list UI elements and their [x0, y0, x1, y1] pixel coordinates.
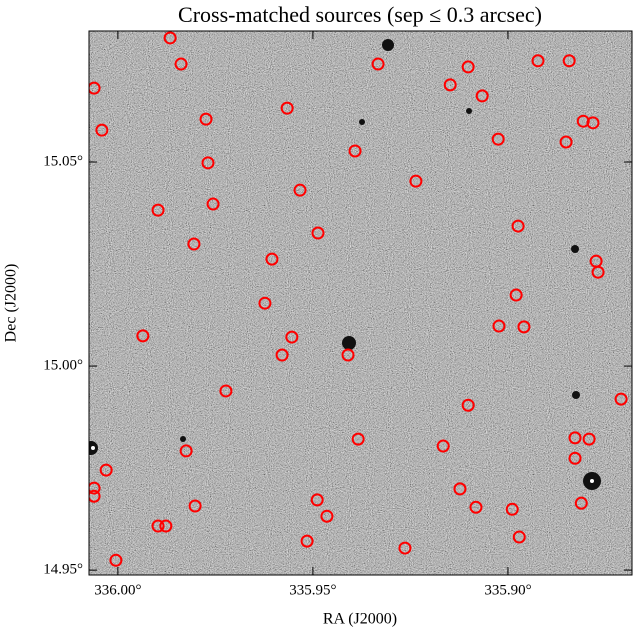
source-marker — [258, 296, 272, 310]
source-marker — [531, 54, 545, 68]
source-marker — [341, 348, 355, 362]
x-tick-label: 335.95° — [289, 582, 336, 598]
source-marker — [311, 226, 325, 240]
source-marker — [310, 493, 324, 507]
source-marker — [568, 431, 582, 445]
source-marker — [562, 54, 576, 68]
source-marker — [201, 156, 215, 170]
source-marker — [136, 329, 150, 343]
source-marker — [461, 398, 475, 412]
source-marker — [174, 57, 188, 71]
source-marker — [443, 78, 457, 92]
source-marker — [398, 541, 412, 555]
y-tick-label: 15.05° — [43, 153, 83, 169]
source-marker — [453, 482, 467, 496]
source-marker — [371, 57, 385, 71]
chart-title: Cross-matched sources (sep ≤ 0.3 arcsec) — [178, 2, 542, 27]
source-marker — [505, 502, 519, 516]
source-marker — [409, 174, 423, 188]
y-tick-label: 15.00° — [43, 357, 83, 373]
source-marker — [109, 553, 123, 567]
source-marker — [436, 439, 450, 453]
source-marker — [188, 499, 202, 513]
source-marker — [275, 348, 289, 362]
x-tick-label: 335.90° — [484, 582, 531, 598]
source-marker — [89, 81, 101, 95]
source-marker — [95, 123, 109, 137]
source-marker — [206, 197, 220, 211]
source-marker — [614, 392, 628, 406]
source-marker — [293, 183, 307, 197]
source-marker — [151, 519, 165, 533]
sky-image — [89, 31, 632, 575]
source-marker — [591, 265, 605, 279]
source-marker — [187, 237, 201, 251]
source-marker — [492, 319, 506, 333]
source-marker — [559, 135, 573, 149]
source-marker — [511, 219, 525, 233]
source-marker — [512, 530, 526, 544]
source-marker — [351, 432, 365, 446]
y-axis-label: Dec (J2000) — [3, 264, 20, 343]
x-tick-label: 336.00° — [94, 582, 141, 598]
source-marker — [582, 432, 596, 446]
source-marker — [285, 330, 299, 344]
source-marker — [159, 519, 173, 533]
source-marker — [574, 496, 588, 510]
source-marker — [461, 60, 475, 74]
source-marker — [179, 444, 193, 458]
source-marker — [320, 509, 334, 523]
source-marker — [348, 144, 362, 158]
markers — [89, 31, 628, 567]
source-marker — [89, 481, 101, 495]
y-tick-label: 14.95° — [43, 562, 83, 578]
source-marker — [475, 89, 489, 103]
source-marker — [280, 101, 294, 115]
plot-frame — [88, 30, 633, 576]
source-marker — [517, 320, 531, 334]
source-marker — [586, 116, 600, 130]
source-marker — [469, 500, 483, 514]
source-marker — [99, 463, 113, 477]
x-axis-label: RA (J2000) — [323, 611, 397, 628]
source-marker — [491, 132, 505, 146]
source-marker — [219, 384, 233, 398]
source-marker — [568, 451, 582, 465]
source-marker — [300, 534, 314, 548]
source-marker — [265, 252, 279, 266]
source-marker — [163, 31, 177, 45]
source-marker — [199, 112, 213, 126]
source-marker — [509, 288, 523, 302]
source-marker — [151, 203, 165, 217]
source-marker — [89, 489, 101, 503]
